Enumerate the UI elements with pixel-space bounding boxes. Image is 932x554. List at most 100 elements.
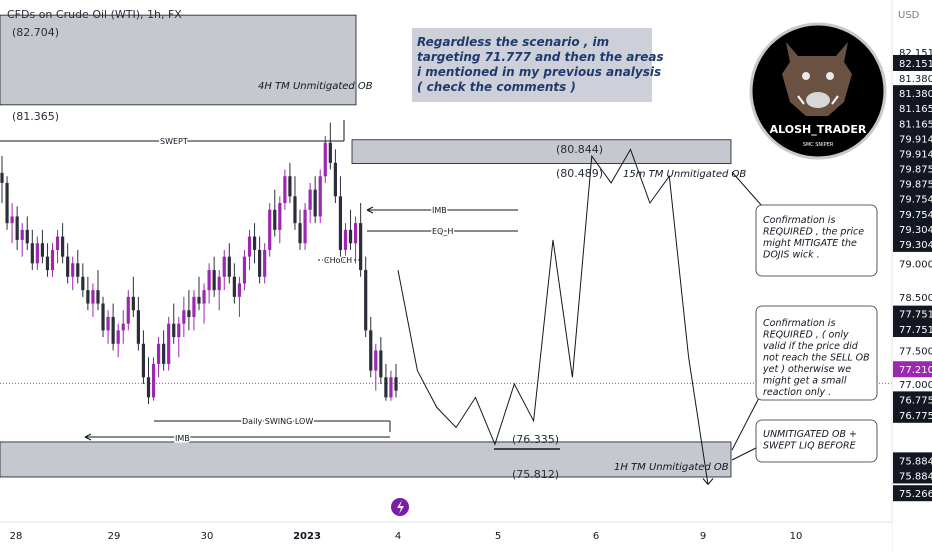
candle (283, 169, 287, 210)
time-tick-label: 10 (790, 531, 803, 542)
note-box-text: Regardless the scenario , im targeting 71… (417, 35, 664, 94)
candle (379, 337, 383, 384)
imb-lower-label: IMB (175, 434, 190, 443)
price-tag (893, 130, 932, 147)
candle (252, 223, 257, 264)
price-tick-label: 81.380 (899, 89, 932, 100)
projection-arrowhead (702, 478, 714, 485)
ob-15m-bottom-price: (80.489) (556, 167, 603, 180)
candle (25, 216, 29, 250)
candle (288, 162, 292, 204)
price-tag (893, 485, 932, 502)
time-tick-label: 2023 (293, 531, 321, 542)
ob-4h-label: 4H TM Unmitigated OB (258, 81, 373, 92)
candle (192, 290, 196, 331)
candle (258, 236, 262, 284)
zone-ob-1h[interactable] (0, 441, 732, 478)
candle (394, 363, 398, 398)
zone-ob-15m[interactable] (351, 139, 732, 164)
candle (242, 249, 247, 291)
price-tag (893, 115, 932, 132)
candle (273, 189, 277, 237)
price-tag (893, 305, 932, 322)
candle (313, 176, 317, 224)
candle (45, 243, 50, 277)
price-tag (893, 220, 932, 237)
price-tick-label: 76.775 (899, 411, 932, 422)
time-axis[interactable]: 28 29 30 2023 4 5 6 9 10 (0, 521, 892, 550)
candle (66, 243, 70, 284)
price-tick-label: 79.304 (899, 225, 932, 236)
callout-1-text: Confirmation is REQUIRED , the price might… (763, 215, 864, 261)
ob-15m-top-price: (80.844) (556, 143, 603, 156)
lightning-icon (397, 500, 404, 514)
price-tick-label: 79.754 (899, 195, 932, 206)
price-tick-label: 75.266 (899, 489, 932, 500)
candle (374, 343, 378, 391)
candle (303, 203, 307, 250)
candle (338, 176, 343, 257)
candle (20, 223, 24, 257)
price-tag (893, 145, 932, 162)
candle (177, 316, 181, 358)
price-tick-label: 79.000 (899, 259, 932, 270)
candle (298, 209, 302, 250)
eq-h-label: EQ_H (432, 227, 453, 236)
candle (263, 243, 267, 284)
candle (116, 323, 120, 358)
price-tick-label: 79.304 (899, 240, 932, 251)
ob-4h-top-price: (82.704) (12, 26, 59, 39)
candle (61, 223, 65, 264)
candle (50, 243, 55, 277)
candle (182, 296, 186, 338)
logo-tagline: SMC SNIPER (803, 142, 834, 148)
candle (247, 229, 252, 271)
price-tick-label: 82.151 (899, 48, 932, 59)
time-tick-label: 28 (10, 531, 23, 542)
price-tick-label: 77.210 (899, 365, 932, 376)
candle (359, 203, 363, 277)
callout-1: Confirmation is REQUIRED , the price might… (731, 171, 878, 277)
candle (76, 249, 80, 284)
candle (96, 270, 100, 311)
ob-1h-bottom-price: (75.812) (512, 468, 559, 481)
price-tag (893, 85, 932, 102)
callout-3: UNMITIGATED OB + SWEPT LIQ BEFORE (731, 419, 878, 463)
price-tick-label: 79.914 (899, 149, 932, 160)
symbol-title[interactable]: CFDs on Crude Oil (WTI), 1h, FX (7, 8, 182, 21)
event-marker[interactable] (391, 498, 409, 516)
callout-2: Confirmation is REQUIRED , ( only valid if… (731, 305, 878, 451)
candle (227, 243, 231, 284)
imb-upper-arrowhead (366, 206, 374, 214)
candle (268, 203, 272, 257)
zone-ob-4h[interactable] (0, 14, 357, 106)
candle (333, 149, 337, 204)
candle (86, 276, 90, 311)
candle (5, 176, 9, 230)
time-tick-label: 30 (201, 531, 214, 542)
swept-label: SWEPT (160, 137, 188, 146)
price-tag (893, 54, 932, 71)
time-tick-label: 6 (593, 531, 599, 542)
candle (71, 256, 75, 291)
choch-label: CHoCH (324, 256, 352, 265)
candle (278, 196, 282, 244)
price-tag (893, 321, 932, 338)
candle (369, 316, 373, 378)
candle (348, 209, 353, 250)
candle (207, 263, 211, 304)
candle (15, 206, 19, 250)
candle (167, 316, 171, 371)
price-tick-label: 77.500 (899, 346, 932, 357)
price-tick-label: 77.751 (899, 325, 932, 336)
candle (172, 303, 176, 344)
candle (389, 370, 393, 401)
price-tick-label: 79.875 (899, 165, 932, 176)
price-tick-label: 78.500 (899, 293, 932, 304)
price-tag (893, 467, 932, 484)
candle (328, 122, 332, 170)
price-tick-label: 75.884 (899, 456, 932, 467)
